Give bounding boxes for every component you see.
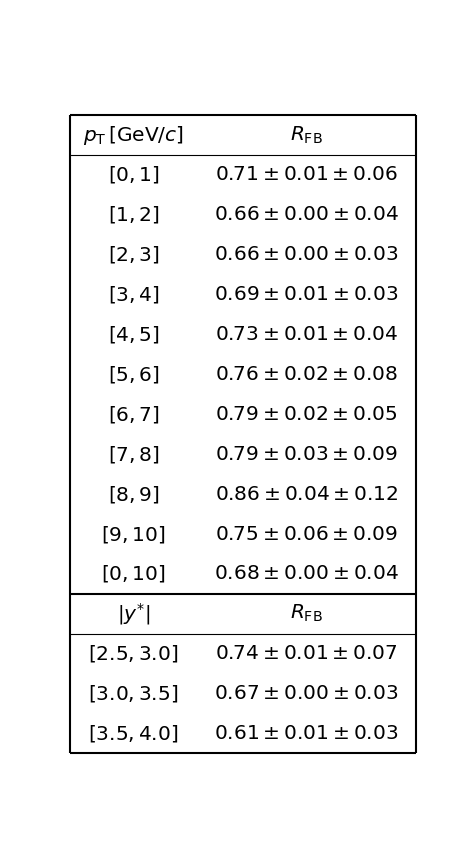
Text: $0.76 \pm 0.02 \pm 0.08$: $0.76 \pm 0.02 \pm 0.08$ (215, 365, 398, 384)
Text: $[9, 10]$: $[9, 10]$ (101, 524, 166, 544)
Text: $0.71 \pm 0.01 \pm 0.06$: $0.71 \pm 0.01 \pm 0.06$ (215, 165, 398, 184)
Text: $[2.5, 3.0]$: $[2.5, 3.0]$ (89, 643, 179, 664)
Text: $0.67 \pm 0.00 \pm 0.03$: $0.67 \pm 0.00 \pm 0.03$ (214, 685, 398, 703)
Text: $0.79 \pm 0.02 \pm 0.05$: $0.79 \pm 0.02 \pm 0.05$ (215, 405, 398, 424)
Text: $[0, 10]$: $[0, 10]$ (101, 563, 166, 585)
Text: $p_{\mathrm{T}}\,[\mathrm{GeV}/c]$: $p_{\mathrm{T}}\,[\mathrm{GeV}/c]$ (83, 124, 184, 146)
Text: $0.73 \pm 0.01 \pm 0.04$: $0.73 \pm 0.01 \pm 0.04$ (215, 325, 398, 344)
Text: $0.61 \pm 0.01 \pm 0.03$: $0.61 \pm 0.01 \pm 0.03$ (214, 724, 398, 743)
Text: $[2, 3]$: $[2, 3]$ (108, 244, 160, 265)
Text: $[3.0, 3.5]$: $[3.0, 3.5]$ (89, 683, 179, 704)
Text: $R_{\mathrm{FB}}$: $R_{\mathrm{FB}}$ (290, 125, 323, 145)
Text: $[6, 7]$: $[6, 7]$ (108, 404, 160, 425)
Text: $0.68 \pm 0.00 \pm 0.04$: $0.68 \pm 0.00 \pm 0.04$ (214, 564, 399, 583)
Text: $|y^{*}|$: $|y^{*}|$ (117, 601, 150, 627)
Text: $0.75 \pm 0.06 \pm 0.09$: $0.75 \pm 0.06 \pm 0.09$ (215, 525, 398, 544)
Text: $0.79 \pm 0.03 \pm 0.09$: $0.79 \pm 0.03 \pm 0.09$ (215, 445, 398, 464)
Text: $[8, 9]$: $[8, 9]$ (108, 483, 160, 505)
Text: $0.69 \pm 0.01 \pm 0.03$: $0.69 \pm 0.01 \pm 0.03$ (214, 286, 398, 304)
Text: $[5, 6]$: $[5, 6]$ (108, 364, 160, 385)
Text: $[1, 2]$: $[1, 2]$ (108, 205, 160, 225)
Text: $[0, 1]$: $[0, 1]$ (108, 164, 160, 186)
Text: $0.66 \pm 0.00 \pm 0.03$: $0.66 \pm 0.00 \pm 0.03$ (214, 245, 398, 264)
Text: $R_{\mathrm{FB}}$: $R_{\mathrm{FB}}$ (290, 603, 323, 624)
Text: $[7, 8]$: $[7, 8]$ (108, 444, 160, 464)
Text: $[4, 5]$: $[4, 5]$ (108, 324, 160, 345)
Text: $[3, 4]$: $[3, 4]$ (108, 284, 160, 305)
Text: $0.86 \pm 0.04 \pm 0.12$: $0.86 \pm 0.04 \pm 0.12$ (215, 485, 398, 504)
Text: $0.66 \pm 0.00 \pm 0.04$: $0.66 \pm 0.00 \pm 0.04$ (214, 206, 399, 224)
Text: $0.74 \pm 0.01 \pm 0.07$: $0.74 \pm 0.01 \pm 0.07$ (215, 644, 398, 663)
Text: $[3.5, 4.0]$: $[3.5, 4.0]$ (89, 723, 179, 744)
